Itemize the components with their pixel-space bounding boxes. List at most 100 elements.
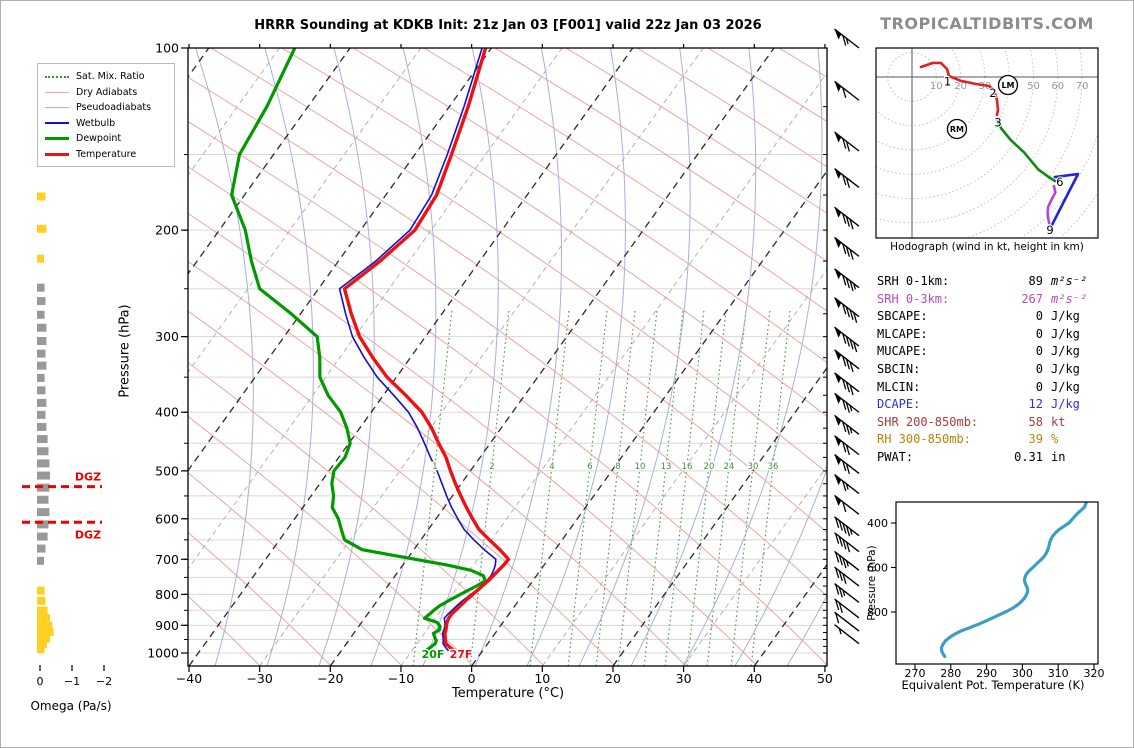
isotherm-line	[188, 48, 563, 570]
wetbulb-line-icon	[45, 122, 69, 125]
pressure-tick-label: 1000	[147, 646, 179, 661]
index-unit: J/kg	[1051, 397, 1080, 412]
mixing-ratio-line	[412, 310, 453, 666]
index-label: SBCIN:	[877, 361, 921, 376]
legend-box: Sat. Mix. Ratio Dry Adiabats Pseudoadiabat…	[37, 63, 175, 167]
index-value: 0	[1035, 344, 1043, 359]
mixing-ratio-line	[469, 310, 510, 666]
isotherm-line	[329, 48, 775, 666]
pseudoadiabats-line-icon	[45, 107, 69, 109]
index-unit: kt	[1051, 414, 1066, 429]
index-unit: J/kg	[1051, 344, 1080, 359]
x-tick-label: 40	[746, 671, 762, 686]
index-row: RH 300-850mb: 39%	[877, 431, 1105, 449]
hodograph-height-label: 9	[1046, 223, 1053, 237]
omega-bar	[37, 471, 50, 480]
storm-motion-marker-LM	[997, 74, 1019, 96]
legend-item-label: Wetbulb	[76, 117, 116, 129]
wind-barb	[834, 582, 860, 604]
x-tick-label: 0	[468, 671, 476, 686]
isotherm-line	[541, 268, 827, 666]
mixing-ratio-label: 30	[748, 462, 759, 472]
dry-adiabat-line	[188, 310, 616, 666]
mixing-ratio-label: 4	[549, 462, 554, 472]
wind-barb	[834, 28, 860, 49]
index-row: SHR 200-850mb: 58 kt	[877, 414, 1105, 432]
dry-adiabat-line	[636, 48, 827, 168]
omega-bar	[37, 483, 50, 492]
index-label: SRH 0-3km:	[877, 291, 950, 306]
index-row: MLCAPE: 0 J/kg	[877, 326, 1105, 344]
x-tick-label: −10	[388, 671, 414, 686]
mixing-ratio-line	[686, 310, 727, 666]
omega-bar	[37, 373, 45, 382]
index-label: MUCAPE:	[877, 344, 928, 359]
wind-barb	[834, 392, 860, 413]
wind-barb	[834, 131, 860, 152]
mixing-ratio-line	[643, 310, 684, 666]
wind-barb	[834, 550, 860, 571]
theta-e-panel: 270 280 290 300 310 320 400 600 800	[867, 501, 1105, 680]
wind-barb	[834, 624, 860, 645]
index-label: MLCAPE:	[877, 326, 928, 341]
pressure-tick-label: 500	[155, 463, 179, 478]
index-unit: J/kg	[1051, 361, 1080, 376]
index-label: DCAPE:	[877, 397, 921, 412]
index-label: RH 300-850mb:	[877, 432, 971, 447]
dry-adiabat-line	[188, 260, 687, 666]
index-row: PWAT: 0.31 in	[877, 449, 1105, 467]
pseudoadiabat-line	[682, 48, 823, 666]
index-row: SBCIN: 0 J/kg	[877, 361, 1105, 379]
omega-bar	[37, 422, 47, 431]
legend-item-label: Pseudoadiabats	[76, 102, 152, 114]
hodograph-height-label: 1	[944, 74, 951, 88]
theta-e-y-tick-label: 600	[867, 562, 888, 575]
pressure-tick-label: 200	[155, 223, 179, 238]
mixing-ratio-label: 10	[635, 462, 646, 472]
hodograph-ring-label: 20	[954, 81, 967, 92]
index-value: 0	[1035, 379, 1043, 394]
omega-bar	[37, 508, 50, 517]
legend-item-temperature: Temperature	[45, 147, 167, 163]
dgz-label: DGZ	[75, 471, 101, 484]
index-row: SRH 0-1km: 89 m²s⁻²	[877, 273, 1105, 291]
omega-bar	[37, 544, 46, 553]
omega-bar	[37, 386, 46, 395]
index-value: 0	[1035, 309, 1043, 324]
surface-temp-label: 27F	[450, 648, 473, 661]
mixing-ratio-line	[567, 310, 608, 666]
temperature-line-icon	[45, 152, 69, 156]
omega-panel: DGZ DGZ 0 −1 −2	[22, 104, 112, 688]
isotherm-line	[259, 48, 704, 666]
hodograph-trace-3-6km	[996, 118, 1057, 183]
index-label: SHR 200-850mb:	[877, 414, 979, 429]
index-value: 89	[1028, 274, 1043, 288]
omega-tick-label: −2	[96, 675, 112, 688]
omega-bar	[37, 634, 50, 643]
omega-bar	[37, 224, 47, 233]
dry-adiabat-line	[188, 166, 827, 666]
hodograph-ring-label: 70	[1076, 81, 1089, 92]
index-value: 0	[1035, 326, 1043, 341]
index-unit: in	[1051, 449, 1066, 464]
omega-bar	[37, 520, 49, 529]
omega-bar	[37, 586, 45, 595]
x-tick-label: −40	[176, 671, 202, 686]
index-row: DCAPE: 12 J/kg	[877, 396, 1105, 414]
mixing-ratio-line	[595, 310, 636, 666]
wind-barb	[834, 236, 860, 260]
dewpoint-line-icon	[45, 137, 69, 141]
omega-bar	[37, 283, 45, 292]
legend-item-label: Dewpoint	[76, 133, 122, 145]
wind-barb	[834, 611, 860, 632]
wind-barb	[834, 516, 860, 537]
hodograph-height-label: 3	[994, 116, 1001, 130]
theta-e-x-tick-label: 320	[1084, 667, 1105, 680]
legend-item-label: Sat. Mix. Ratio	[76, 71, 145, 83]
omega-bar	[37, 596, 46, 605]
x-tick-label: 50	[817, 671, 833, 686]
pressure-tick-label: 300	[155, 329, 179, 344]
index-unit: J/kg	[1051, 379, 1080, 394]
index-label: PWAT:	[877, 449, 914, 464]
